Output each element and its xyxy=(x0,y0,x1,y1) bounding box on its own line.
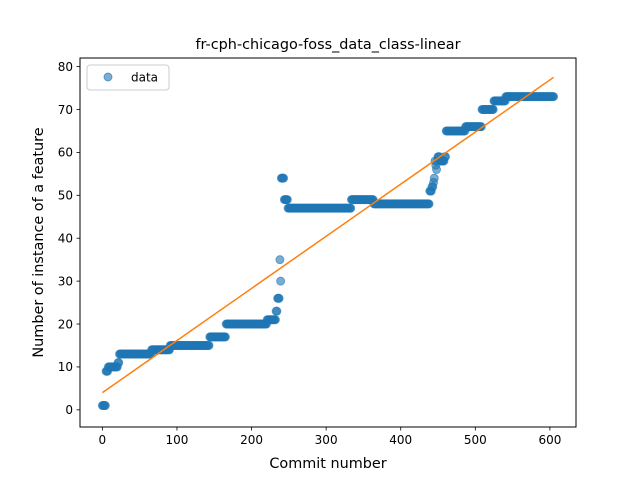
data-point xyxy=(272,306,282,316)
data-point xyxy=(274,293,284,303)
data-point xyxy=(204,340,214,350)
x-tick-label: 300 xyxy=(315,433,338,447)
data-point xyxy=(114,358,124,368)
data-point xyxy=(220,332,230,342)
legend-label-data: data xyxy=(131,71,158,85)
x-axis-label: Commit number xyxy=(269,456,386,472)
data-point xyxy=(432,165,442,175)
data-point xyxy=(424,199,434,209)
data-point xyxy=(275,255,285,265)
data-point xyxy=(346,203,356,213)
data-point xyxy=(279,173,289,183)
fit-line xyxy=(101,76,555,394)
x-tick-label: 200 xyxy=(240,433,263,447)
x-tick-label: 600 xyxy=(538,433,561,447)
x-tick-label: 500 xyxy=(464,433,487,447)
data-point xyxy=(276,276,286,286)
x-tick-label: 0 xyxy=(99,433,107,447)
x-axis-ticks: 0 100 200 300 400 500 600 xyxy=(99,427,561,447)
chart-title: fr-cph-chicago-foss_data_class-linear xyxy=(195,37,460,53)
y-axis-ticks: 0 10 20 30 40 50 60 70 80 xyxy=(58,60,80,417)
y-tick-label: 40 xyxy=(58,232,73,246)
y-axis-label: Number of instance of a feature xyxy=(31,127,47,357)
y-tick-label: 50 xyxy=(58,189,73,203)
fit-layer xyxy=(101,76,555,394)
legend-marker-data xyxy=(103,72,113,82)
data-point xyxy=(270,315,280,325)
y-tick-label: 20 xyxy=(58,317,73,331)
data-point xyxy=(549,92,559,102)
y-tick-label: 30 xyxy=(58,274,73,288)
y-tick-label: 80 xyxy=(58,60,73,74)
data-point xyxy=(100,401,110,411)
legend: data xyxy=(86,64,170,91)
data-point xyxy=(488,104,498,114)
y-tick-label: 70 xyxy=(58,103,73,117)
x-tick-label: 100 xyxy=(166,433,189,447)
x-tick-label: 400 xyxy=(389,433,412,447)
data-point xyxy=(282,195,292,205)
y-tick-label: 10 xyxy=(58,360,73,374)
y-tick-label: 0 xyxy=(65,403,73,417)
legend-box xyxy=(86,64,170,91)
data-point xyxy=(429,173,439,183)
y-tick-label: 60 xyxy=(58,146,73,160)
data-point xyxy=(440,152,450,162)
plot-frame xyxy=(79,57,577,428)
